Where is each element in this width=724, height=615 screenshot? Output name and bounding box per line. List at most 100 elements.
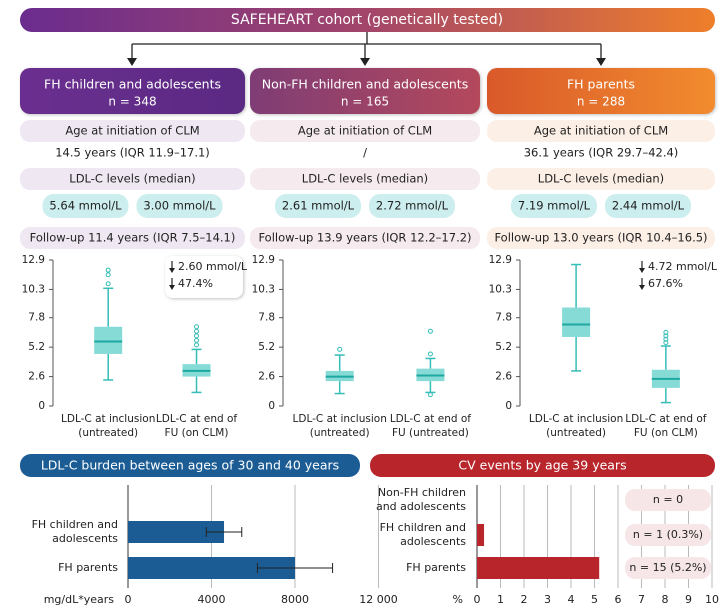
y-tick-label: 10.3 [489, 283, 512, 295]
y-category-label: FH children and [380, 521, 466, 534]
x-tick-label: 6 [615, 593, 622, 606]
outlier [194, 337, 200, 343]
y-tick-label: 7.8 [28, 312, 45, 324]
y-tick-label: 2.6 [258, 371, 275, 383]
ldl-value: 2.72 mmol/L [376, 199, 449, 213]
value-label-pill [625, 489, 711, 511]
x-tick-label: 8000 [281, 593, 309, 606]
chart-title: CV events by age 39 years [458, 458, 626, 473]
y-tick-label: 5.2 [258, 341, 275, 353]
value-label: n = 0 [653, 493, 683, 506]
label-band [487, 227, 715, 249]
x-category-label: LDL-C at end of [625, 413, 706, 425]
y-tick-label: 12.9 [489, 254, 512, 266]
x-tick-label: 2 [521, 593, 528, 606]
chart-title-banner [370, 454, 715, 477]
value-label: n = 15 (5.2%) [629, 561, 706, 574]
arrow-icon [169, 285, 175, 290]
bar [128, 557, 295, 579]
x-category-label: LDL-C at end of [390, 413, 471, 425]
outlier [663, 333, 669, 339]
arrow-icon [639, 285, 645, 290]
y-tick-label: 7.8 [495, 312, 512, 324]
label-band [250, 227, 480, 249]
y-tick-label: 2.6 [28, 371, 45, 383]
outlier [105, 281, 111, 287]
ldl-pill [136, 194, 223, 218]
arrow-icon [639, 268, 645, 273]
value-label: n = 1 (0.3%) [633, 528, 703, 541]
outlier [194, 342, 200, 348]
outlier [427, 392, 433, 398]
x-tick-label: 12 000 [359, 593, 398, 606]
y-tick-label: 2.6 [495, 371, 512, 383]
connector-arrows [131, 32, 602, 60]
outlier [105, 267, 111, 273]
outlier [663, 329, 669, 335]
x-axis-label: mg/dL*years [44, 593, 115, 606]
y-category-label: and adolescents [376, 500, 466, 513]
bar [128, 521, 225, 543]
x-category-label: (untreated) [310, 427, 370, 439]
ldl-value: 3.00 mmol/L [143, 199, 216, 213]
label-band [20, 227, 245, 249]
row-label: LDL-C levels (median) [538, 172, 664, 186]
box [94, 326, 123, 354]
main-title: SAFEHEART cohort (genetically tested) [231, 12, 503, 28]
x-category-label: FU (on CLM) [165, 427, 229, 439]
group-header [250, 68, 480, 114]
y-category-label: FH parents [406, 561, 466, 574]
arrow-icon [169, 268, 175, 273]
ldl-value: 5.64 mmol/L [49, 199, 122, 213]
ldl-value: 2.61 mmol/L [282, 199, 355, 213]
row-label: Age at initiation of CLM [65, 124, 199, 138]
x-category-label: LDL-C at inclusion [529, 413, 623, 425]
row-label: Age at initiation of CLM [298, 124, 432, 138]
x-category-label: LDL-C at end of [156, 413, 237, 425]
label-band [487, 120, 715, 142]
ldl-pill [42, 194, 129, 218]
value-label-pill [625, 557, 711, 579]
box [562, 307, 591, 337]
y-category-label: FH children and [32, 518, 118, 531]
chart-title-banner [20, 454, 360, 477]
top-banner [20, 8, 715, 32]
outlier [105, 272, 111, 278]
x-axis-label: % [453, 593, 463, 606]
ldl-value: 7.19 mmol/L [518, 199, 591, 213]
y-tick-label: 7.8 [258, 312, 275, 324]
chart-title: LDL-C burden between ages of 30 and 40 y… [41, 458, 339, 473]
x-category-label: FU (on CLM) [634, 427, 698, 439]
y-tick-label: 10.3 [22, 283, 45, 295]
y-tick-label: 5.2 [28, 341, 45, 353]
y-category-label: adolescents [400, 535, 466, 548]
annotation-box [165, 256, 243, 298]
ldl-pill [511, 194, 597, 218]
outlier [663, 336, 669, 342]
group-n: n = 165 [341, 95, 389, 109]
group-n: n = 288 [577, 95, 625, 109]
arrow-heads [127, 58, 606, 66]
annotation-text: 67.6% [648, 277, 683, 290]
y-tick-label: 12.9 [22, 254, 45, 266]
row-label: Follow-up 13.9 years (IQR 12.2–17.2) [258, 231, 471, 245]
ldl-pill [275, 194, 361, 218]
bar [477, 557, 600, 579]
row-label: Follow-up 13.0 years (IQR 10.4–16.5) [494, 231, 707, 245]
x-tick-label: 1 [497, 593, 504, 606]
group-n: n = 348 [108, 95, 156, 109]
x-tick-label: 0 [125, 593, 132, 606]
x-category-label: (untreated) [78, 427, 138, 439]
x-category-label: (untreated) [546, 427, 606, 439]
x-tick-label: 9 [685, 593, 692, 606]
annotation-text: 2.60 mmol/L [178, 260, 248, 273]
row-label: LDL-C levels (median) [69, 172, 195, 186]
bar [477, 524, 485, 546]
ldl-pill [369, 194, 455, 218]
x-tick-label: 3 [544, 593, 551, 606]
age-value: 14.5 years (IQR 11.9–17.1) [55, 146, 210, 160]
y-tick-label: 10.3 [252, 283, 275, 295]
ldl-value: 2.44 mmol/L [612, 199, 685, 213]
y-tick-label: 0 [268, 400, 275, 412]
